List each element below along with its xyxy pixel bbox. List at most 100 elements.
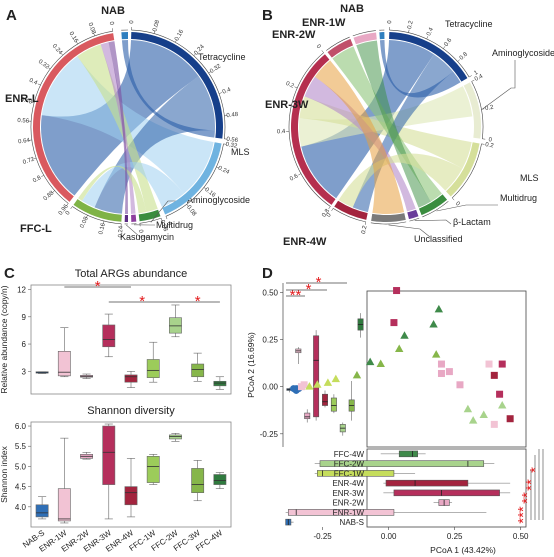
y-significance-star: * [316, 274, 322, 291]
chord-tick-label: 0.08 [80, 216, 91, 230]
x-box-label-enr-3w: ENR-3W [332, 489, 364, 498]
chord-label-leader [482, 60, 516, 110]
point-ffc-2w-24 [498, 401, 507, 409]
chord-label-multidrug: Multidrug [500, 193, 537, 203]
chord-label-aminoglycoside: Aminoglycoside [187, 195, 250, 205]
chord-diagram-a: NAB0.960.880.80.720.640.560.480.40.320.2… [5, 5, 250, 242]
chord-tick-label: 0 [488, 137, 493, 143]
chord-tick-mark [60, 52, 63, 56]
chord-tick-label: 0 [387, 20, 393, 24]
y-tick-label: 12 [17, 286, 26, 295]
y-tick-label: 5.0 [15, 462, 27, 471]
plot-frame [30, 284, 232, 395]
box-ffc-3w [191, 363, 205, 378]
chord-label-leader [126, 224, 150, 238]
chord-tick-label: 0.2 [285, 81, 296, 90]
chord-diagram-b: NABENR-1WENR-2W0.80.60.40.20ENR-3W0.20EN… [265, 3, 554, 248]
x-box-label-ffc-2w: FFC-2W [334, 460, 365, 469]
chord-tick-label: 0.2 [485, 105, 495, 113]
chord-axis-multidrug [422, 201, 449, 218]
box-chart-shannon: Shannon diversity Shannon index 4.0 4.5 5.0 5… [0, 405, 232, 554]
chord-tick-label: 0.2 [485, 142, 495, 149]
y-tick-label: 3 [22, 367, 27, 376]
chord-tick-mark [193, 53, 197, 56]
chord-tick-label: 0.56 [17, 118, 30, 125]
chord-tick-mark [481, 143, 485, 145]
chord-tick-mark [218, 92, 222, 94]
chord-label-enr-l: ENR-L [5, 93, 39, 105]
box-ffc-3w [191, 468, 205, 493]
chord-axis-enr-4w [333, 208, 366, 223]
chord-label-mls: MLS [231, 147, 250, 157]
chord-arc-aminoglycoside [463, 82, 481, 139]
chord-axis-tetracycline [389, 29, 470, 78]
chord-arc-lactam [407, 209, 419, 220]
chord-tick-mark [160, 218, 163, 222]
y-axis-label: Relative abundance (copy/n) [0, 285, 9, 393]
chord-tick-mark [294, 86, 298, 89]
chord-tick-label: 0.08 [159, 219, 169, 233]
chord-label-enr-4w: ENR-4W [283, 236, 327, 248]
y-tick-label: 9 [22, 313, 27, 322]
chord-tick-mark [86, 215, 88, 218]
point-ffc-3w-27 [376, 359, 385, 368]
chord-tick-label: 0.16 [98, 222, 107, 235]
chord-tick-mark [216, 166, 220, 169]
y-axis-label: PCoA 2 (16.69%) [246, 332, 256, 398]
chord-tick-label: 0.8 [321, 208, 331, 219]
chord-axis-lactam [409, 217, 420, 222]
chord-label-leader [436, 204, 498, 212]
scatter-frame [366, 290, 527, 448]
chord-label-enr-1w: ENR-1W [302, 17, 346, 29]
chord-tick-label: 0 [165, 221, 172, 227]
chord-tick-mark [208, 71, 212, 74]
chord-tick-label: 0.08 [87, 22, 97, 36]
x-box-enr-1w [287, 509, 395, 516]
chord-tick-mark [469, 75, 472, 78]
chord-tick-label: 0.72 [22, 156, 36, 166]
point-enr-4w-17 [506, 415, 514, 423]
significance-star: * [195, 293, 201, 310]
chord-tick-label: 0.6 [444, 37, 454, 48]
chord-arc-mls [446, 142, 480, 197]
point-enr-4w-16 [490, 371, 498, 379]
chord-arc-nab [121, 32, 128, 40]
chord-arc-enr-1w [353, 32, 377, 45]
point-enr-3w-12 [393, 287, 401, 295]
y-tick-label: 6.0 [15, 422, 27, 431]
point-ffc-3w-29 [431, 350, 441, 358]
chord-arc-tetracycline [131, 32, 223, 139]
x-box-label-nab-s: NAB-S [340, 518, 364, 527]
chord-axis-unclassified [370, 221, 407, 225]
chord-tick-mark [298, 173, 302, 176]
chord-tick-mark [457, 59, 461, 62]
chord-label-lactam: β-Lactam [453, 217, 491, 227]
chord-tick-label: 0.32 [225, 142, 238, 150]
point-enr-1w-5 [300, 381, 308, 389]
chord-tick-mark [408, 29, 410, 33]
chord-tick-label: 0.4 [277, 129, 286, 135]
y-tick-label: 6 [22, 340, 27, 349]
chord-tick-label: 0.64 [18, 138, 31, 146]
chord-tick-mark [321, 50, 324, 53]
chord-tick-mark [175, 39, 177, 43]
box-ffc-1w [146, 359, 160, 378]
x-box-frame [366, 448, 527, 528]
chord-label-tetracycline: Tetracycline [198, 52, 246, 62]
significance-star: * [95, 278, 101, 295]
chord-tick-label: 0.32 [37, 59, 50, 71]
chord-label-ffc-l: FFC-L [20, 223, 52, 235]
chord-axis-ffc-l [72, 206, 122, 225]
chord-arc-enr-4w [334, 200, 368, 220]
chord-tick-mark [471, 79, 475, 82]
chord-tick-mark [37, 83, 41, 86]
point-enr-2w-11 [456, 381, 464, 389]
chord-axis-aminoglycoside [139, 217, 162, 224]
chord-arc-mls [162, 142, 222, 215]
chord-tick-mark [52, 190, 55, 193]
panel-label-d: D [262, 265, 273, 282]
point-ffc-4w-30 [365, 357, 375, 366]
chord-tick-mark [70, 206, 73, 210]
chord-tick-label: 0.88 [43, 190, 56, 203]
chart-title: Total ARGs abundance [75, 268, 188, 280]
